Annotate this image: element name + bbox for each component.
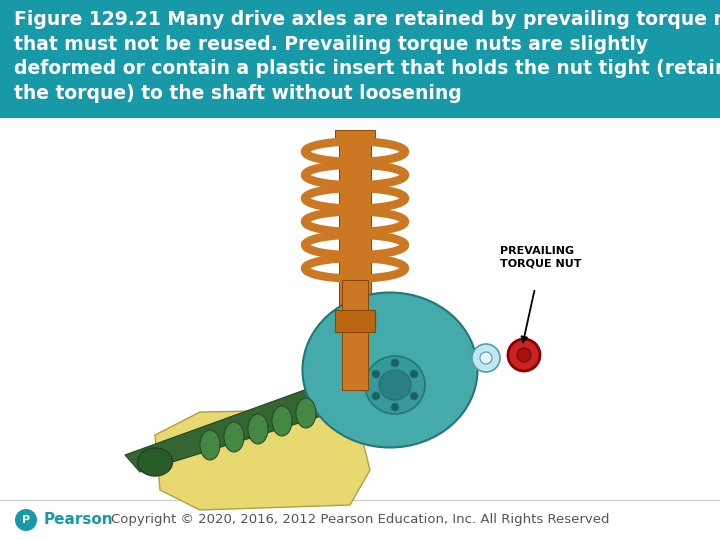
Ellipse shape <box>379 370 411 400</box>
Polygon shape <box>125 380 350 472</box>
Ellipse shape <box>365 356 425 414</box>
Ellipse shape <box>302 293 477 448</box>
Circle shape <box>508 339 540 371</box>
Bar <box>342 280 368 390</box>
Text: Pearson: Pearson <box>44 512 114 528</box>
Circle shape <box>410 392 418 400</box>
Text: PREVAILING
TORQUE NUT: PREVAILING TORQUE NUT <box>500 246 582 268</box>
Ellipse shape <box>272 406 292 436</box>
Bar <box>335 310 375 332</box>
Circle shape <box>480 352 492 364</box>
Bar <box>339 135 371 395</box>
Circle shape <box>472 344 500 372</box>
Ellipse shape <box>200 430 220 460</box>
Ellipse shape <box>224 422 244 452</box>
Bar <box>340 138 370 282</box>
Text: P: P <box>22 515 30 525</box>
Circle shape <box>372 370 380 378</box>
Circle shape <box>372 392 380 400</box>
Circle shape <box>391 403 399 411</box>
Ellipse shape <box>248 414 268 444</box>
Ellipse shape <box>138 448 173 476</box>
Circle shape <box>410 370 418 378</box>
Polygon shape <box>155 410 370 510</box>
Circle shape <box>517 348 531 362</box>
Text: Copyright © 2020, 2016, 2012 Pearson Education, Inc. All Rights Reserved: Copyright © 2020, 2016, 2012 Pearson Edu… <box>111 514 609 526</box>
Circle shape <box>15 509 37 531</box>
Circle shape <box>391 359 399 367</box>
Text: Figure 129.21 Many drive axles are retained by prevailing torque nut
that must n: Figure 129.21 Many drive axles are retai… <box>14 10 720 103</box>
Bar <box>0 0 720 118</box>
Ellipse shape <box>296 398 316 428</box>
Bar <box>335 130 375 144</box>
